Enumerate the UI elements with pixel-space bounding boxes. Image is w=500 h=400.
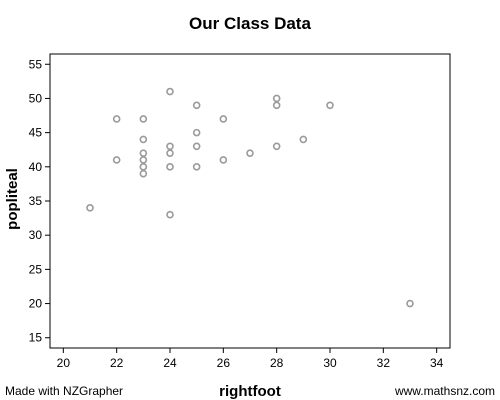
x-tick-label: 20 — [57, 356, 71, 370]
data-point — [192, 163, 201, 171]
y-tick-label: 15 — [29, 331, 43, 345]
data-points — [86, 87, 414, 308]
y-tick-label: 35 — [29, 194, 43, 208]
y-axis: 15 20 25 30 35 40 45 50 55 — [29, 57, 50, 345]
data-point — [219, 156, 228, 164]
y-tick-label: 50 — [29, 91, 43, 105]
data-point — [326, 101, 334, 110]
data-point — [299, 135, 308, 144]
y-tick-label: 45 — [29, 126, 43, 140]
y-tick-label: 20 — [29, 297, 43, 311]
x-axis-label: rightfoot — [219, 383, 281, 400]
data-point — [112, 156, 121, 164]
x-tick-label: 30 — [323, 356, 337, 370]
x-tick-label: 34 — [430, 356, 444, 370]
data-point — [246, 149, 254, 157]
data-point — [272, 101, 281, 110]
x-axis: 20 22 24 26 28 30 32 34 — [57, 348, 444, 370]
data-point — [272, 94, 281, 103]
y-tick-label: 30 — [29, 228, 43, 242]
data-point — [192, 101, 201, 110]
x-tick-label: 28 — [270, 356, 284, 370]
x-tick-label: 22 — [110, 356, 124, 370]
x-tick-label: 24 — [163, 356, 177, 370]
data-point — [139, 115, 148, 123]
data-point — [166, 87, 174, 96]
data-point — [406, 299, 414, 308]
data-point — [166, 163, 174, 171]
plot-frame — [49, 53, 451, 349]
y-axis-label: popliteal — [4, 168, 21, 230]
footer-website: www.mathsnz.com — [394, 384, 495, 398]
data-point — [166, 142, 174, 151]
data-point — [192, 142, 201, 151]
data-point — [166, 149, 174, 157]
data-point — [86, 204, 94, 212]
chart-title: Our Class Data — [189, 14, 311, 33]
data-point — [139, 156, 148, 164]
data-point — [139, 135, 148, 144]
data-point — [166, 210, 174, 219]
x-tick-label: 32 — [377, 356, 391, 370]
data-point — [139, 163, 148, 171]
data-point — [272, 142, 281, 151]
y-tick-label: 40 — [29, 160, 43, 174]
footer-credit: Made with NZGrapher — [5, 384, 123, 398]
data-point — [112, 115, 121, 123]
data-point — [219, 115, 228, 123]
y-tick-label: 25 — [29, 262, 43, 276]
data-point — [139, 149, 148, 157]
data-point — [139, 169, 148, 178]
x-tick-label: 26 — [217, 356, 231, 370]
data-point — [192, 128, 201, 137]
y-tick-label: 55 — [29, 57, 43, 71]
